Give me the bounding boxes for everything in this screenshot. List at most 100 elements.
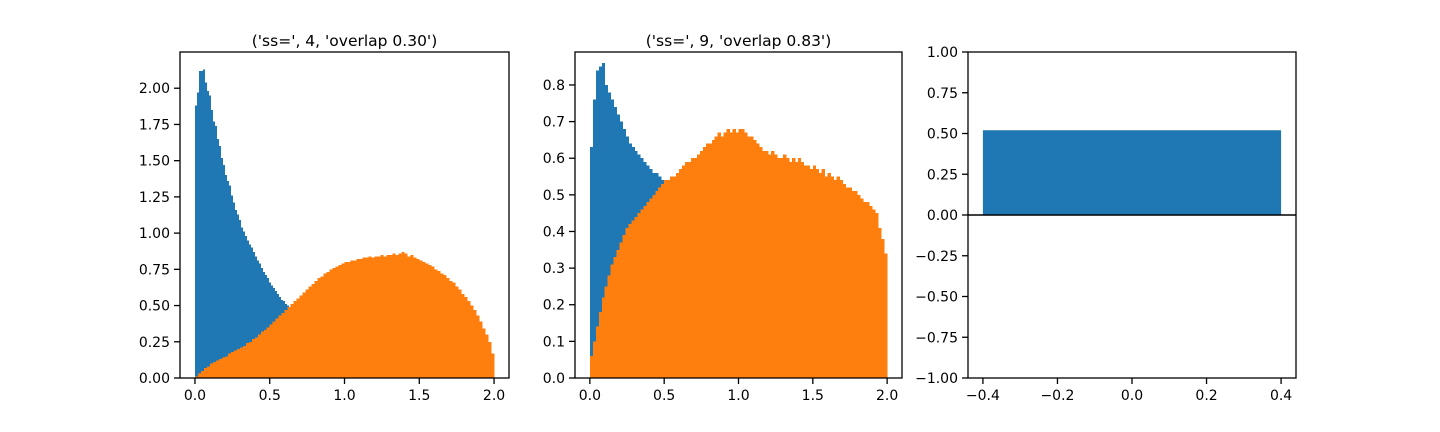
histogram-bar [212,121,216,379]
histogram-bar [198,70,202,378]
histogram-bar [705,143,710,378]
histogram-bar [281,312,285,378]
histogram-bar [335,266,339,378]
histogram-bar [601,297,606,378]
histogram-bar [214,125,218,378]
histogram-bar [404,253,408,378]
histogram-bar [589,147,594,378]
histogram-bar [693,158,698,378]
histogram-bar [836,176,840,378]
histogram-bar [491,353,495,378]
x-tick-label: 0.5 [259,388,281,404]
histogram-bar [768,154,772,378]
histogram-bar [592,99,597,379]
histogram-bar [830,176,834,378]
series-2 [589,128,888,378]
histogram-bar [664,180,668,378]
y-tick-label: 0.0 [543,371,565,387]
histogram-bar [264,275,268,378]
histogram-bar [443,275,447,378]
histogram-bar [359,259,363,378]
histogram-bar [428,264,432,378]
histogram-bar [275,318,279,378]
histogram-bar [797,158,802,378]
histogram-bar [434,269,438,378]
histogram-bar [682,165,686,378]
y-tick-label: 0.00 [927,208,958,224]
histogram-bar [398,253,402,378]
x-tick-label: 0.5 [653,388,675,404]
histogram-bar [649,198,653,378]
histogram-bar [311,283,315,378]
histogram-bar [392,253,396,378]
histogram-bar [386,254,390,378]
histogram-bar [711,139,716,378]
histogram-bar [413,257,417,378]
histogram-bar [290,304,294,378]
histogram-bar [230,351,235,378]
x-tick-label: 0.0 [579,388,601,404]
histogram-bar [287,307,291,378]
histogram-bar [821,169,826,378]
histogram-bar [845,187,849,378]
histogram-bar [200,70,204,378]
histogram-bar [228,185,232,378]
histogram-bar [464,296,468,378]
histogram-bar [783,154,787,378]
x-tick-label: 1.0 [333,388,355,404]
histogram-bar [256,260,260,378]
histogram-bar [622,235,626,378]
histogram-bar [258,263,262,378]
histogram-bar [640,209,644,378]
histogram-bar [329,269,333,378]
histogram-bar [194,105,198,379]
histogram-bar [598,312,603,378]
histogram-bar [827,172,831,378]
histogram-bar [374,256,378,378]
histogram-bar [800,161,805,378]
histogram-bar [238,220,242,378]
histogram-bar [224,175,228,378]
histogram-bar [616,114,620,379]
x-tick-label: −0.2 [1040,388,1074,404]
histogram-bar [326,272,330,378]
histogram-bar [750,136,754,378]
histogram-bar [246,240,250,378]
histogram-bar [437,270,441,378]
histogram-bar [792,158,796,378]
chart-1: 0.0 0.5 1.0 1.5 2.0 0.00 0.25 0.50 0.75 1.00 1.25 1… [139,32,510,404]
histogram-bar [753,139,757,378]
histogram-bar [628,224,632,378]
histogram-bar [613,257,617,378]
histogram-bar [293,301,297,378]
y-tick-label: 0.6 [543,151,565,167]
histogram-bar [765,150,769,378]
chart-title: ('ss=', 9, 'overlap 0.83') [646,32,832,50]
histogram-bar [272,321,277,378]
histogram-bar [732,128,736,378]
histogram-bar [200,370,205,378]
histogram-bar [299,295,303,378]
histogram-bar [485,334,489,378]
histogram-bar [729,132,733,378]
histogram-bar [667,180,671,378]
histogram-bar [458,289,462,378]
histogram-bar [302,292,306,378]
histogram-bar [323,273,327,378]
histogram-bar [332,267,336,378]
histogram-bar [371,257,375,378]
histogram-bar [699,150,704,378]
histogram-bar [866,202,870,378]
histogram-bar [613,106,617,378]
histogram-bar [717,132,721,378]
histogram-bar [616,249,620,378]
histogram-bar [851,191,855,378]
histogram-bar [818,172,823,378]
histogram-bar [263,330,268,378]
histogram-bar [735,132,739,378]
histogram-bar [194,376,199,378]
histogram-bar [197,373,202,378]
histogram-bar [631,220,635,378]
histogram-bar [257,334,262,378]
